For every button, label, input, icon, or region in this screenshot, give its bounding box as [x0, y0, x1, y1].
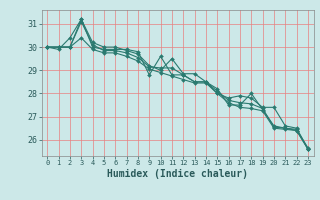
X-axis label: Humidex (Indice chaleur): Humidex (Indice chaleur) [107, 169, 248, 179]
